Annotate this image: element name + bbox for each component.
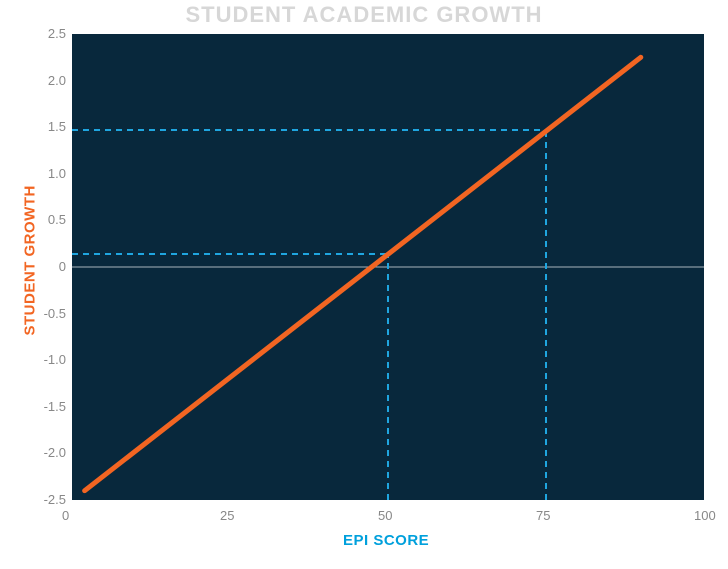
y-tick-label: 2.5 [48,26,66,41]
y-tick-label: -1.5 [44,399,66,414]
x-tick-label: 25 [220,508,234,523]
y-tick-label: -2.0 [44,445,66,460]
x-tick-label: 50 [378,508,392,523]
y-tick-label: 1.5 [48,119,66,134]
y-tick-label: 2.0 [48,73,66,88]
y-tick-label: 0 [59,259,66,274]
y-tick-label: -2.5 [44,492,66,507]
y-tick-label: -1.0 [44,352,66,367]
y-tick-label: -0.5 [44,306,66,321]
y-tick-label: 0.5 [48,212,66,227]
chart-container: { "chart": { "type": "line", "title": "S… [0,0,728,569]
x-tick-label: 100 [694,508,716,523]
y-tick-label: 1.0 [48,166,66,181]
y-axis-label: STUDENT GROWTH [22,196,39,336]
chart-svg [0,0,728,569]
x-tick-label: 0 [62,508,69,523]
x-axis-label: EPI SCORE [343,532,429,549]
x-tick-label: 75 [536,508,550,523]
